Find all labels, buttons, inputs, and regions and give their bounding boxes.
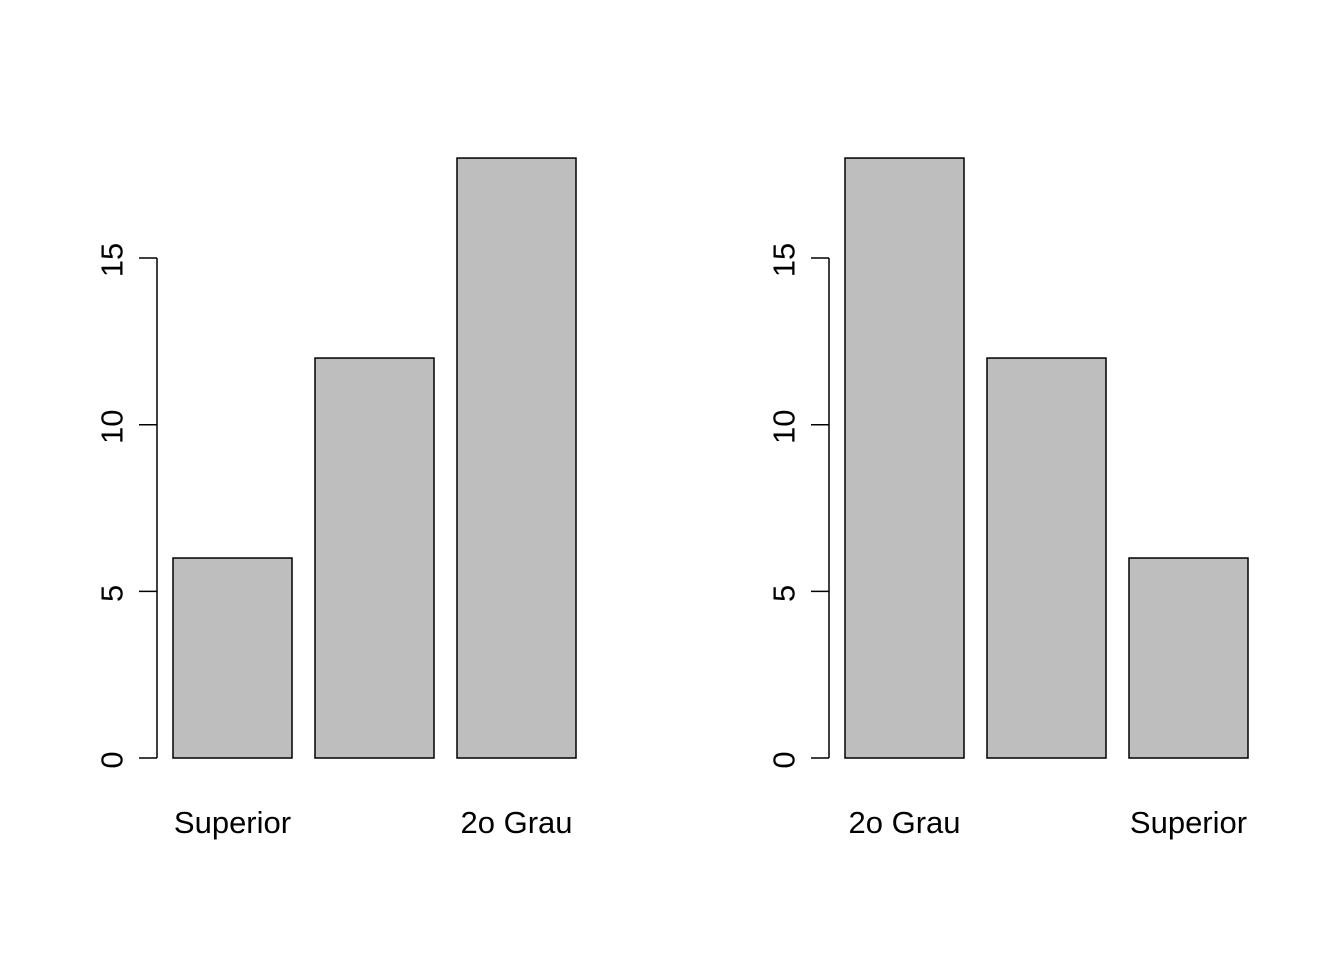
x-category-label: Superior	[174, 805, 291, 840]
bar	[1128, 557, 1249, 759]
x-category-label: Superior	[1130, 805, 1247, 840]
x-category-label: 2o Grau	[460, 805, 572, 840]
bar	[986, 357, 1107, 759]
x-category-label: 2o Grau	[848, 805, 960, 840]
bar	[314, 357, 435, 759]
y-tick-label: 10	[95, 409, 130, 443]
y-tick-label: 0	[95, 751, 130, 768]
bar	[456, 157, 577, 759]
bar-chart-left: 0 5 10 15 Superior 2o Grau	[95, 157, 577, 840]
y-tick-label: 5	[767, 585, 802, 602]
y-tick-label: 10	[767, 409, 802, 443]
y-tick-label: 0	[767, 751, 802, 768]
bar-chart-right: 0 5 10 15 2o Grau Superior	[767, 157, 1249, 840]
y-tick-label: 5	[95, 585, 130, 602]
bar	[844, 157, 965, 759]
bar	[172, 557, 293, 759]
y-tick-label: 15	[767, 243, 802, 277]
y-tick-label: 15	[95, 243, 130, 277]
